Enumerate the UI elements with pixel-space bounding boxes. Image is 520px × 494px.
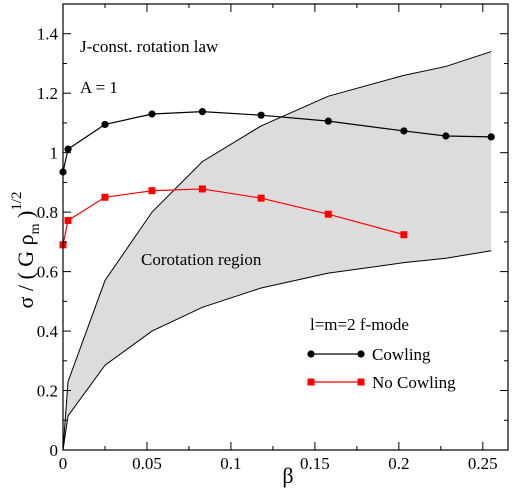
data-point [487,133,495,141]
corotation-region-layer [62,51,492,451]
data-point [324,117,332,125]
legend-marker [307,350,315,358]
data-point [400,127,408,135]
legend-label-cowling: Cowling [372,345,431,364]
data-point [101,193,109,201]
y-tick-label: 0.8 [37,203,58,222]
corotation-region-fill [63,51,492,450]
data-point [257,194,265,202]
annotation-region: Corotation region [141,250,262,269]
data-point [198,185,206,193]
annotation-mode: l=m=2 f-mode [310,315,409,334]
legend-marker [357,378,365,386]
series-cowling [59,108,495,176]
data-point [64,145,72,153]
corotation-upper-boundary [62,51,492,451]
y-axis-title: σ / ( G ρm )1/2 [9,191,43,308]
x-tick-label: 0.05 [132,454,162,473]
data-point [101,120,109,129]
legend: Cowling No Cowling [307,345,456,392]
x-tick-label: 0.15 [300,454,330,473]
legend-item-cowling: Cowling [307,345,431,364]
x-tick-label: 0.1 [220,454,241,473]
y-axis-title-sup: 1/2 [9,191,25,210]
y-tick-label: 0.4 [37,322,59,341]
annotation-param: A = 1 [80,78,118,97]
y-tick-label: 1 [50,144,59,163]
axes-layer: 0 0.05 0.1 0.15 0.2 0.25 0 0.2 0.4 0.6 0.8 1 1.2 1.4 [37,3,509,473]
y-axis-title-tail: ) [13,211,38,224]
plot-frame [62,3,509,451]
y-tick-label: 0.2 [37,382,58,401]
series-layer [59,108,495,249]
series-line [62,188,405,245]
y-tick-label: 1.2 [37,84,58,103]
x-tick-label: 0.25 [468,454,498,473]
x-tick-label: 0.2 [388,454,409,473]
svg-text:σ / ( G ρm )1/2: σ / ( G ρm )1/2 [9,191,43,308]
corotation-lower-boundary [62,250,492,451]
x-tick-label: 0 [59,454,68,473]
x-axis-title: β [282,463,293,488]
legend-label-no-cowling: No Cowling [372,373,456,392]
annotation-law: J-const. rotation law [80,37,219,56]
data-point [324,210,332,218]
y-axis-title-main: σ / ( G ρ [13,234,38,308]
y-tick-label: 0 [50,441,59,460]
data-point [400,231,408,239]
legend-marker [357,350,365,358]
data-point [257,111,265,119]
y-axis-title-sub: m [28,223,43,234]
data-point [198,108,206,116]
data-point [148,110,156,118]
legend-marker [307,378,315,386]
series-line [62,111,492,173]
y-tick-label: 1.4 [37,25,59,44]
data-point [64,216,72,224]
data-point [442,132,450,140]
data-point [148,187,156,195]
legend-item-no-cowling: No Cowling [307,373,456,392]
y-tick-label: 0.6 [37,263,58,282]
